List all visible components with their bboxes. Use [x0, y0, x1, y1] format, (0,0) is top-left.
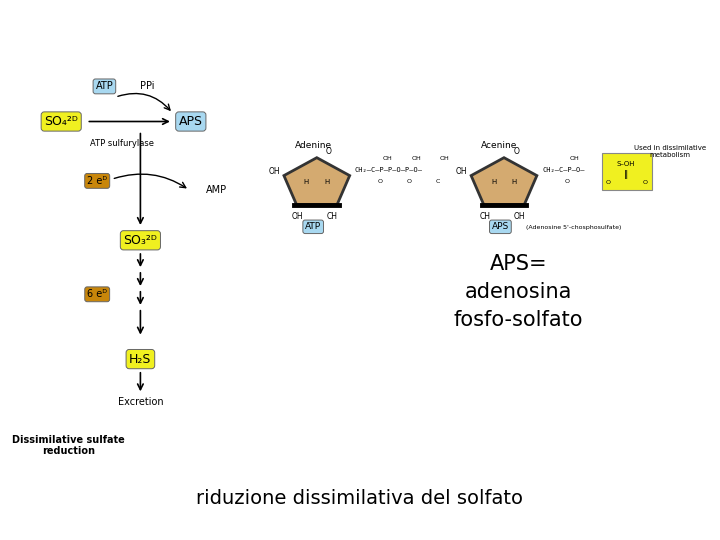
Text: OH: OH — [570, 157, 580, 161]
Polygon shape — [471, 158, 537, 205]
Text: AMP: AMP — [205, 185, 227, 195]
Text: OH: OH — [269, 167, 281, 177]
FancyBboxPatch shape — [602, 153, 652, 190]
Text: 2 eᴰ: 2 eᴰ — [87, 176, 107, 186]
Text: ATP sulfurylase: ATP sulfurylase — [91, 139, 154, 147]
Text: S–OH: S–OH — [616, 161, 635, 167]
Text: Adenine: Adenine — [295, 141, 333, 150]
Text: H₂S: H₂S — [129, 353, 152, 366]
Text: ATP: ATP — [96, 82, 113, 91]
Text: SO₃²ᴰ: SO₃²ᴰ — [123, 234, 158, 247]
Text: O: O — [606, 180, 611, 185]
Text: H: H — [491, 179, 496, 185]
Text: (Adenosine 5'-chosphosulfate): (Adenosine 5'-chosphosulfate) — [526, 225, 621, 231]
Text: APS: APS — [492, 222, 509, 231]
Text: H: H — [325, 179, 330, 185]
Text: O: O — [326, 147, 332, 157]
Text: OH: OH — [440, 157, 450, 161]
Text: APS=
adenosina
fosfo-solfato: APS= adenosina fosfo-solfato — [454, 254, 583, 329]
Text: Used in dissimilative
metabolism: Used in dissimilative metabolism — [634, 145, 706, 158]
Text: CH: CH — [327, 212, 338, 221]
Polygon shape — [284, 158, 350, 205]
Text: ATP: ATP — [305, 222, 321, 231]
Text: OH: OH — [382, 157, 392, 161]
Text: APS: APS — [179, 115, 203, 128]
Text: OH: OH — [456, 167, 468, 177]
Text: 6 eᴰ: 6 eᴰ — [87, 289, 107, 299]
Text: H: H — [304, 179, 309, 185]
Text: PPi: PPi — [140, 82, 155, 91]
Text: O: O — [378, 179, 382, 184]
Text: H: H — [512, 179, 517, 185]
Text: CH₂–C–P–O–: CH₂–C–P–O– — [542, 167, 585, 173]
Text: OH: OH — [292, 212, 304, 221]
Text: OH: OH — [514, 212, 526, 221]
Text: riduzione dissimilativa del solfato: riduzione dissimilativa del solfato — [197, 489, 523, 508]
Text: O: O — [565, 179, 570, 184]
Text: O: O — [642, 180, 647, 185]
Text: O: O — [407, 179, 411, 184]
Text: CH: CH — [480, 212, 490, 221]
Text: Excretion: Excretion — [117, 397, 163, 407]
Text: CH₂–C–P–P–O–P–O–: CH₂–C–P–P–O–P–O– — [355, 167, 423, 173]
Text: ‖: ‖ — [624, 170, 628, 179]
Text: Dissimilative sulfate
reduction: Dissimilative sulfate reduction — [12, 435, 125, 456]
Text: Acenine: Acenine — [481, 141, 518, 150]
Text: O: O — [513, 147, 519, 157]
Text: C: C — [436, 179, 440, 184]
Text: SO₄²ᴰ: SO₄²ᴰ — [44, 115, 78, 128]
Text: OH: OH — [411, 157, 421, 161]
